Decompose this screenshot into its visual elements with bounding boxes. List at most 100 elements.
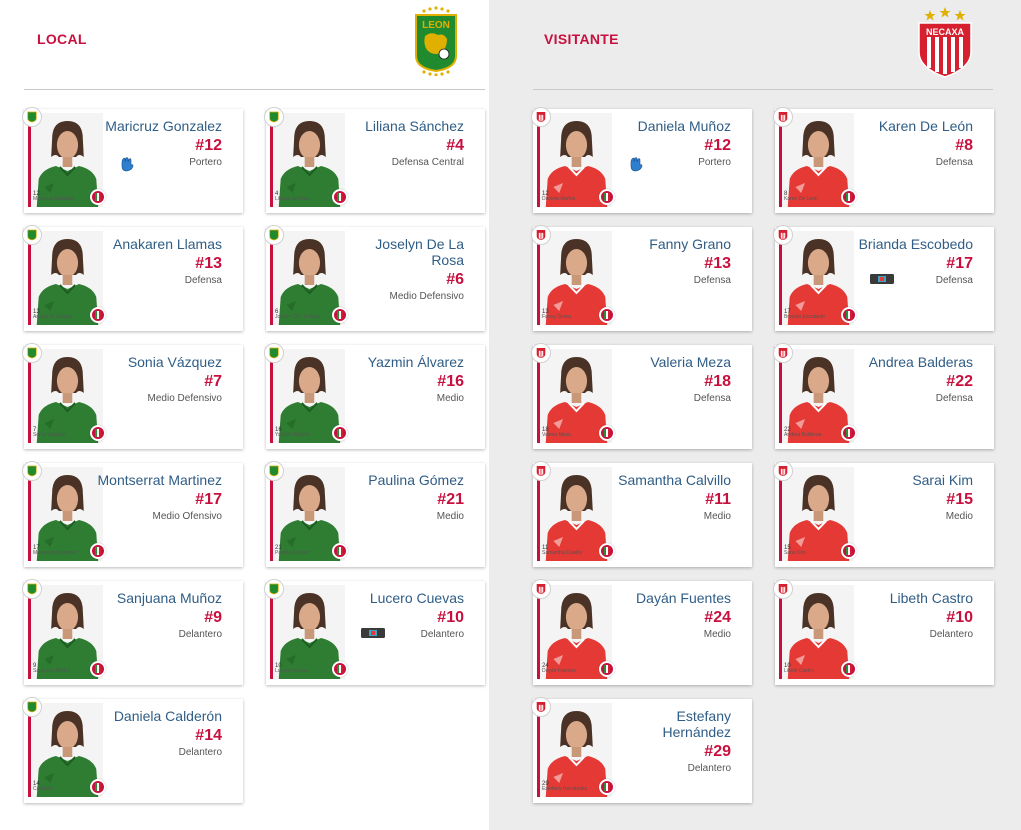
player-photo	[537, 349, 612, 443]
player-card[interactable]: 14 Calderon Daniela Calderón #14 Delantero	[22, 697, 243, 803]
player-name[interactable]: Sonia Vázquez	[127, 354, 222, 370]
player-card[interactable]: 7 Sonia Vázquez Sonia Vázquez #7 Medio Defen…	[22, 343, 243, 449]
club-badge-icon	[22, 107, 42, 127]
player-card[interactable]: 13 Fanny Grano Fanny Grano #13 Defensa	[531, 225, 752, 331]
photo-caption-name: Sarai Kim	[784, 550, 806, 556]
photo-caption-name: Karen De León	[784, 196, 818, 202]
player-name[interactable]: Maricruz Gonzalez	[105, 118, 222, 134]
player-info: Paulina Gómez #21 Medio	[339, 472, 464, 524]
photo-caption-number: 10	[275, 663, 282, 669]
player-card[interactable]: 12 Maricruz Gonzalez Maricruz Gonzalez #12 P…	[22, 107, 243, 213]
photo-caption-number: 18	[542, 427, 549, 433]
necaxa-crest-icon[interactable]: NECAXA	[915, 6, 972, 78]
mexico-flag-icon	[841, 425, 857, 441]
player-name[interactable]: Anakaren Llamas	[113, 236, 222, 252]
leon-crest-icon[interactable]: LEON	[411, 6, 461, 77]
mexico-flag-icon	[90, 661, 106, 677]
player-name[interactable]: Brianda Escobedo	[858, 236, 973, 252]
player-card[interactable]: 9 Sanjuana Muñoz Sanjuana Muñoz #9 Delantero	[22, 579, 243, 685]
player-card[interactable]: 16 Yazmin Álvarez Yazmin Álvarez #16 Medio	[264, 343, 485, 449]
player-name[interactable]: Estefany Hernández	[662, 708, 732, 740]
player-card[interactable]: 4 Liliana Sánchez Liliana Sánchez #4 Defensa…	[264, 107, 485, 213]
player-position: Medio	[436, 511, 464, 522]
player-name[interactable]: Joselyn De La Rosa	[375, 236, 464, 268]
player-card[interactable]: 6 Joselyn De La Rosa Joselyn De La Rosa #6 M…	[264, 225, 485, 331]
photo-caption-number: 17	[784, 309, 791, 315]
player-card[interactable]: 17 Montserrat Martinez Montserrat Martinez…	[22, 461, 243, 567]
photo-caption-number: 24	[542, 663, 549, 669]
player-card[interactable]: 29 Estefany Hernández Estefany Hernández #2…	[531, 697, 752, 803]
mexico-flag-icon	[841, 189, 857, 205]
mexico-flag-icon	[841, 543, 857, 559]
player-card[interactable]: 12 Daniela Muñoz Daniela Muñoz #12 Portero	[531, 107, 752, 213]
player-card[interactable]: 10 Libeth Castro Libeth Castro #10 Delantero	[773, 579, 994, 685]
mexico-flag-icon	[599, 661, 615, 677]
local-divider	[24, 89, 485, 90]
player-card[interactable]: 13 Anakaren Llamas Anakaren Llamas #13 Defen…	[22, 225, 243, 331]
player-name[interactable]: Daniela Muñoz	[637, 118, 731, 134]
photo-caption: 13 Anakaren Llamas	[33, 309, 72, 320]
photo-caption: 12 Daniela Muñoz	[542, 191, 575, 202]
player-number: #17	[195, 491, 222, 508]
player-name[interactable]: Lucero Cuevas	[369, 590, 464, 606]
player-number: #13	[704, 255, 731, 272]
local-team-panel: LOCAL LEON 12 Maricruz Gonzalez Maricruz G…	[0, 0, 489, 830]
player-name[interactable]: Dayán Fuentes	[636, 590, 731, 606]
player-info: Joselyn De La Rosa #6 Medio Defensivo	[339, 236, 464, 304]
photo-caption: 16 Yazmin Álvarez	[275, 427, 309, 438]
photo-caption-number: 9	[33, 663, 37, 669]
player-name[interactable]: Liliana Sánchez	[365, 118, 464, 134]
player-info: Daniela Calderón #14 Delantero	[97, 708, 222, 760]
player-number: #17	[946, 255, 973, 272]
player-card[interactable]: 24 Dayán Fuentes Dayán Fuentes #24 Medio	[531, 579, 752, 685]
player-position: Medio	[945, 511, 973, 522]
player-name[interactable]: Samantha Calvillo	[618, 472, 731, 488]
player-name[interactable]: Montserrat Martinez	[97, 472, 222, 488]
player-card[interactable]: 15 Sarai Kim Sarai Kim #15 Medio	[773, 461, 994, 567]
club-badge-icon	[264, 107, 284, 127]
player-card[interactable]: 22 Andrea Balderas Andrea Balderas #22 Defen…	[773, 343, 994, 449]
player-number: #12	[195, 137, 222, 154]
player-name[interactable]: Yazmin Álvarez	[367, 354, 464, 370]
player-position: Medio Ofensivo	[152, 511, 222, 522]
player-info: Sonia Vázquez #7 Medio Defensivo	[97, 354, 222, 406]
player-name[interactable]: Paulina Gómez	[368, 472, 464, 488]
player-position: Medio Defensivo	[389, 291, 464, 302]
player-name[interactable]: Fanny Grano	[649, 236, 731, 252]
player-card[interactable]: 17 Brianda Escobedo Brianda Escobedo #17 Def…	[773, 225, 994, 331]
photo-caption: 8 Karen De León	[784, 191, 818, 202]
visitor-player-grid: 12 Daniela Muñoz Daniela Muñoz #12 Portero 8 K…	[531, 107, 994, 803]
player-number: #6	[446, 271, 464, 288]
player-photo	[270, 113, 345, 207]
visitor-divider	[533, 89, 993, 90]
player-name[interactable]: Valeria Meza	[650, 354, 731, 370]
photo-caption: 29 Estefany Hernández	[542, 781, 587, 792]
local-team-title: LOCAL	[37, 31, 87, 47]
player-name[interactable]: Sanjuana Muñoz	[116, 590, 222, 606]
player-card[interactable]: 10 Lucero Cuevas Lucero Cuevas #10 Delantero	[264, 579, 485, 685]
mexico-flag-icon	[599, 425, 615, 441]
photo-caption: 22 Andrea Balderas	[784, 427, 821, 438]
player-name[interactable]: Sarai Kim	[912, 472, 973, 488]
player-name[interactable]: Daniela Calderón	[113, 708, 222, 724]
mexico-flag-icon	[599, 307, 615, 323]
player-card[interactable]: 8 Karen De León Karen De León #8 Defensa	[773, 107, 994, 213]
player-card[interactable]: 18 Valeria Meza Valeria Meza #18 Defensa	[531, 343, 752, 449]
player-card[interactable]: 11 Samantha Calvillo Samantha Calvillo #11 M…	[531, 461, 752, 567]
photo-caption-name: Sanjuana Muñoz	[33, 668, 71, 674]
mexico-flag-icon	[599, 779, 615, 795]
photo-caption-name: Libeth Castro	[784, 668, 814, 674]
photo-caption-number: 14	[33, 781, 40, 787]
player-card[interactable]: 21 Paulina Gómez Paulina Gómez #21 Medio	[264, 461, 485, 567]
mexico-flag-icon	[332, 307, 348, 323]
photo-caption-number: 17	[33, 545, 40, 551]
mexico-flag-icon	[599, 189, 615, 205]
photo-caption-name: Joselyn De La Rosa	[275, 314, 320, 320]
player-name[interactable]: Libeth Castro	[889, 590, 973, 606]
player-name[interactable]: Karen De León	[878, 118, 973, 134]
photo-caption-number: 21	[275, 545, 282, 551]
photo-caption-number: 13	[33, 309, 40, 315]
photo-caption: 18 Valeria Meza	[542, 427, 571, 438]
player-name[interactable]: Andrea Balderas	[868, 354, 973, 370]
player-number: #15	[946, 491, 973, 508]
